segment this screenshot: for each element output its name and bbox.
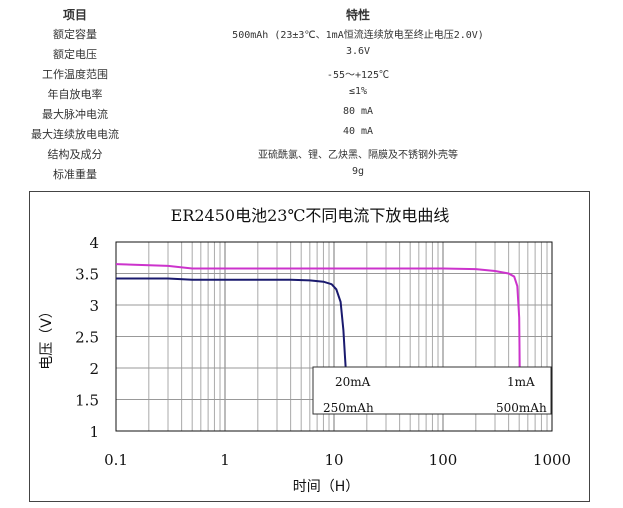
spec-value: ≤1% xyxy=(348,86,368,97)
y-tick-label: 3 xyxy=(89,297,99,315)
spec-value: 80 mA xyxy=(342,106,374,117)
y-tick-label: 1.5 xyxy=(75,392,99,410)
chart-frame: ER2450电池23℃不同电流下放电曲线 0.1 1 10 100 1000 1 1.5 2 2… xyxy=(29,191,590,502)
series-lines xyxy=(115,263,521,369)
spec-row: 最大脉冲电流 80 mA xyxy=(0,106,623,126)
chart-title: ER2450电池23℃不同电流下放电曲线 xyxy=(171,206,450,225)
legend-capacity-label: 250mAh xyxy=(323,401,374,415)
spec-header-label: 项目 xyxy=(62,8,87,22)
y-tick-label: 2 xyxy=(89,360,99,378)
y-tick-label: 3.5 xyxy=(75,266,99,284)
y-tick-label: 2.5 xyxy=(75,329,99,347)
spec-value: 500mAh (23±3℃、1mA恒流连续放电至终止电压2.0V) xyxy=(232,30,484,41)
x-tick-label: 10 xyxy=(324,451,343,469)
spec-label: 最大脉冲电流 xyxy=(42,108,108,121)
discharge-chart: ER2450电池23℃不同电流下放电曲线 0.1 1 10 100 1000 1 1.5 2 2… xyxy=(39,206,571,495)
y-tick-label: 1 xyxy=(89,423,99,441)
spec-row: 标准重量 9g xyxy=(0,166,623,186)
spec-row: 额定容量 500mAh (23±3℃、1mA恒流连续放电至终止电压2.0V) xyxy=(0,26,623,46)
series-line xyxy=(115,263,521,369)
y-tick-label: 4 xyxy=(89,234,99,252)
spec-header-row: 项目 特性 xyxy=(0,6,623,26)
spec-row: 最大连续放电电流 40 mA xyxy=(0,126,623,146)
ticks: 0.1 1 10 100 1000 1 1.5 2 2.5 3 3.5 4 xyxy=(75,234,571,469)
legend-box xyxy=(312,366,552,415)
series-line xyxy=(116,277,347,369)
spec-label: 年自放电率 xyxy=(47,88,103,101)
spec-row: 年自放电率 ≤1% xyxy=(0,86,623,106)
spec-row: 额定电压 3.6V xyxy=(0,46,623,66)
x-tick-label: 100 xyxy=(429,451,458,469)
spec-row: 工作温度范围 -55～+125℃ xyxy=(0,66,623,86)
plot-border xyxy=(115,241,553,432)
y-axis-label: 电压（V） xyxy=(39,304,55,370)
spec-value: 9g xyxy=(351,166,365,177)
spec-label: 工作温度范围 xyxy=(42,68,108,81)
x-tick-label: 1000 xyxy=(533,451,571,469)
spec-row: 结构及成分 亚硫酰氯、锂、乙炔黑、隔膜及不锈钢外壳等 xyxy=(0,146,623,166)
legend-capacity-label: 500mAh xyxy=(496,401,547,415)
spec-label: 额定容量 xyxy=(53,28,97,41)
spec-value: 40 mA xyxy=(342,126,374,137)
x-axis-label: 时间（H） xyxy=(293,479,360,495)
legend-series-name: 20mA xyxy=(335,375,371,389)
spec-label: 最大连续放电电流 xyxy=(31,128,119,141)
spec-value: -55～+125℃ xyxy=(326,70,390,81)
grid xyxy=(115,241,552,432)
legend-series-name: 1mA xyxy=(507,375,535,389)
spec-header-value: 特性 xyxy=(345,8,370,22)
spec-label: 额定电压 xyxy=(53,48,97,61)
spec-value: 3.6V xyxy=(345,46,371,57)
spec-value: 亚硫酰氯、锂、乙炔黑、隔膜及不锈钢外壳等 xyxy=(258,150,458,161)
spec-label: 结构及成分 xyxy=(47,148,103,161)
x-tick-label: 0.1 xyxy=(104,451,128,469)
spec-label: 标准重量 xyxy=(53,168,97,181)
x-tick-label: 1 xyxy=(220,451,230,469)
legend: 20mA 1mA 250mAh 500mAh xyxy=(312,366,552,415)
